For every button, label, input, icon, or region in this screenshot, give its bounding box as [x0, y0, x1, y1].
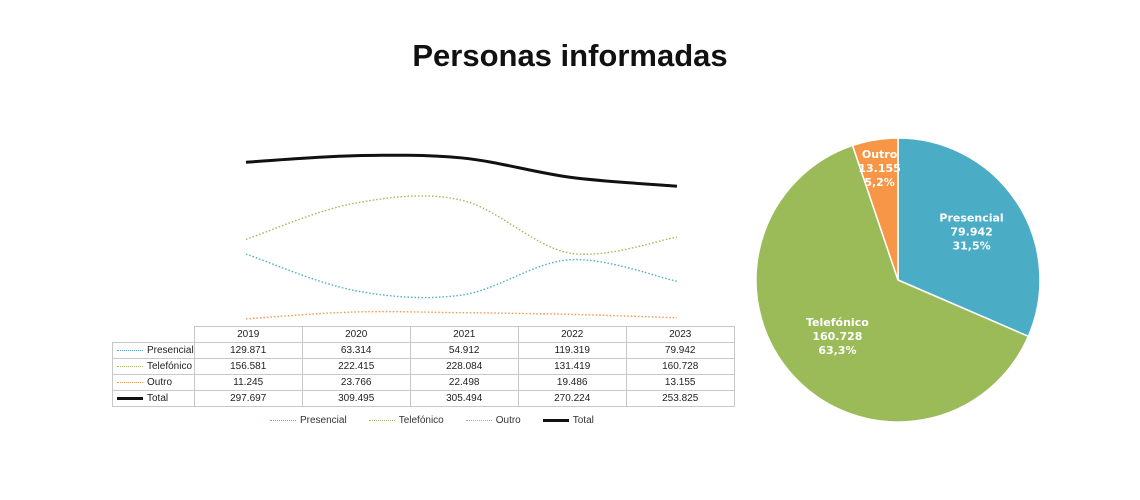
swatch-telefonico	[117, 365, 143, 367]
swatch-total	[117, 396, 143, 400]
legend-item-total: Total	[542, 415, 594, 426]
line-series-telefonico	[245, 195, 678, 255]
table-row-total: Total 297.697 309.495 305.494 270.224 25…	[112, 390, 735, 407]
table-value-cell: 270.224	[517, 390, 627, 407]
legend-item-outro: Outro	[465, 415, 521, 426]
pie-label-outro: Outro 13.155 5,2%	[858, 148, 900, 189]
table-value-cell: 297.697	[193, 390, 303, 407]
legend-swatch	[465, 420, 492, 421]
legend-item-telefonico: Telefónico	[368, 415, 444, 426]
pie-slice-telefonico	[755, 144, 1030, 423]
legend-label: Outro	[495, 415, 521, 426]
legend-swatch	[270, 420, 296, 421]
data-table: 2019 2020 2021 2022 2023 Presencial 129.…	[112, 326, 735, 407]
table-row-outro: Outro 11.245 23.766 22.498 19.486 13.155	[112, 374, 735, 391]
legend-label: Total	[572, 415, 594, 426]
pie-slice-outro	[851, 137, 899, 281]
chart-legend: Presencial Telefónico Outro Total	[270, 415, 594, 426]
pie-label-telefonico: Telefónico 160.728 63,3%	[806, 316, 869, 357]
legend-swatch	[368, 420, 395, 421]
pie-label-presencial: Presencial 79.942 31,5%	[939, 212, 1003, 253]
pie-slice-presencial	[897, 137, 1041, 338]
legend-swatch	[542, 419, 569, 422]
series-name: Outro	[147, 377, 173, 388]
series-name: Presencial	[147, 345, 194, 356]
line-series-total	[245, 153, 678, 188]
table-series-cell: Total	[112, 390, 195, 407]
swatch-outro	[117, 381, 143, 383]
legend-label: Presencial	[300, 415, 347, 426]
table-row-telefonico: Telefónico 156.581 222.415 228.084 131.4…	[112, 358, 735, 375]
chart-title: Personas informadas	[412, 38, 728, 73]
series-name: Total	[147, 393, 169, 404]
swatch-presencial	[117, 349, 143, 351]
legend-item-presencial: Presencial	[270, 415, 347, 426]
legend-label: Telefónico	[398, 415, 444, 426]
series-name: Telefónico	[147, 361, 193, 372]
table-value-cell: 253.825	[625, 390, 735, 407]
